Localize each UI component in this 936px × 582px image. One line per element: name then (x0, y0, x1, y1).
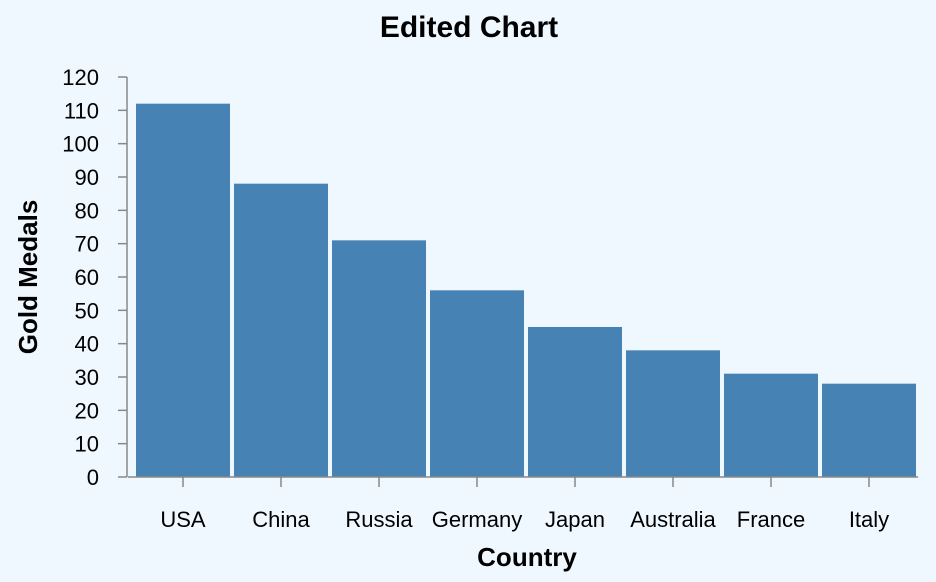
x-axis-title: Country (477, 542, 577, 572)
y-tick-label: 110 (64, 98, 99, 123)
bar-australia (626, 350, 720, 477)
x-tick-label-france: France (737, 507, 805, 532)
bar-japan (528, 327, 622, 477)
y-tick-label: 70 (75, 232, 99, 257)
bar-italy (822, 383, 916, 477)
y-tick-label: 20 (75, 398, 99, 423)
bar-russia (332, 240, 426, 477)
y-tick-label: 80 (75, 198, 99, 223)
x-tick-label-germany: Germany (432, 507, 522, 532)
y-tick-label: 90 (75, 165, 99, 190)
y-tick-label: 60 (75, 265, 99, 290)
y-tick-label: 100 (62, 132, 99, 157)
x-tick-label-usa: USA (160, 507, 206, 532)
y-tick-label: 50 (75, 298, 99, 323)
x-tick-label-australia: Australia (630, 507, 716, 532)
bars-group (136, 103, 916, 478)
y-axis: 0 10 20 30 40 50 60 70 80 90 100 110 120 (62, 65, 128, 490)
x-tick-label-russia: Russia (345, 507, 413, 532)
chart-title: Edited Chart (380, 11, 558, 44)
bar-germany (430, 290, 524, 477)
y-tick-label: 40 (75, 332, 99, 357)
y-tick-label: 0 (87, 465, 99, 490)
bar-france (724, 373, 818, 477)
y-tick-label: 10 (75, 432, 99, 457)
x-axis: USA China Russia Germany Japan Australia Franc… (128, 476, 918, 532)
x-tick-label-japan: Japan (545, 507, 605, 532)
y-tick-label: 120 (62, 65, 99, 90)
y-axis-title: Gold Medals (13, 200, 43, 355)
x-tick-label-china: China (252, 507, 310, 532)
y-tick-label: 30 (75, 365, 99, 390)
bar-china (234, 183, 328, 477)
bar-usa (136, 103, 230, 478)
x-tick-label-italy: Italy (849, 507, 889, 532)
